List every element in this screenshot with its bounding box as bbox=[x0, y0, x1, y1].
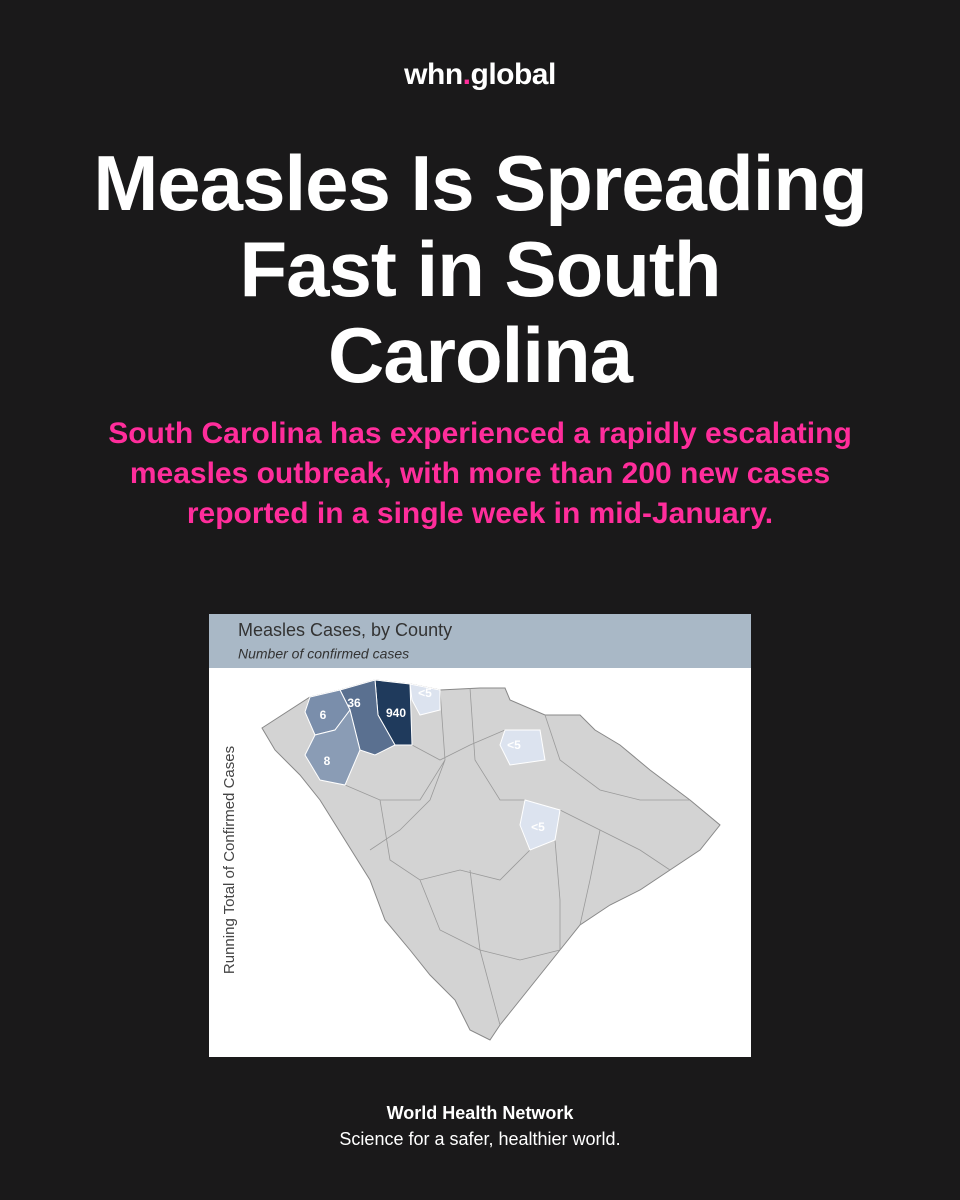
state-outline bbox=[261, 679, 721, 1041]
map-subtitle: Number of confirmed cases bbox=[238, 646, 409, 662]
footer: World Health Network Science for a safer… bbox=[0, 1100, 960, 1152]
map-header bbox=[209, 614, 751, 668]
county-label: <5 bbox=[418, 686, 432, 700]
subheadline: South Carolina has experienced a rapidly… bbox=[108, 417, 852, 530]
county bbox=[304, 708, 361, 786]
county-label: <5 bbox=[531, 820, 545, 834]
county-label: 940 bbox=[386, 706, 406, 720]
county bbox=[409, 683, 441, 716]
county-label: 8 bbox=[324, 754, 331, 768]
brand-dot: . bbox=[462, 58, 471, 91]
county-borders bbox=[344, 687, 690, 1026]
county-label: <5 bbox=[507, 738, 521, 752]
county bbox=[499, 729, 546, 766]
county-label: 6 bbox=[320, 708, 327, 722]
brand-domain: global bbox=[470, 58, 557, 91]
brand-name: whn bbox=[404, 58, 463, 91]
county bbox=[519, 799, 561, 851]
brand-logo: whn.global bbox=[0, 58, 960, 92]
map-title: Measles Cases, by County bbox=[238, 620, 452, 640]
footer-organization: World Health Network bbox=[386, 1103, 574, 1123]
axis-label: Running Total of Confirmed Cases bbox=[221, 746, 238, 974]
headline: Measles Is Spreading Fast in South Carol… bbox=[93, 139, 867, 399]
footer-tagline: Science for a safer, healthier world. bbox=[339, 1129, 621, 1149]
county-map: Measles Cases, by County Number of confi… bbox=[209, 614, 751, 1057]
county-label: 36 bbox=[347, 696, 361, 710]
